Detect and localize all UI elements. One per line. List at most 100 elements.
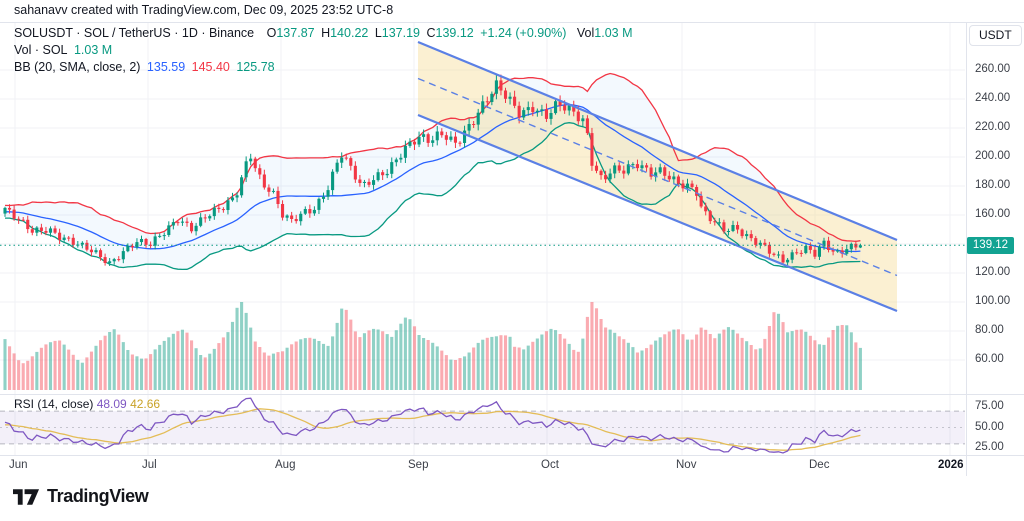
volume-bar xyxy=(58,340,62,390)
volume-bar xyxy=(335,322,339,390)
candle xyxy=(508,96,512,99)
candle xyxy=(167,225,171,235)
volume-label: Vol xyxy=(576,26,595,40)
rsi-line xyxy=(4,397,861,454)
volume-bar xyxy=(726,327,730,390)
volume-bar xyxy=(130,354,134,390)
volume-bar xyxy=(249,327,253,390)
volume-bar xyxy=(604,327,608,390)
candle xyxy=(649,167,653,177)
candle xyxy=(203,217,207,219)
candle xyxy=(858,245,862,248)
candle xyxy=(17,218,21,220)
rsi-value: 48.09 xyxy=(96,397,127,411)
volume-bar xyxy=(176,331,180,390)
volume-bar xyxy=(299,339,303,390)
currency-unit-button[interactable]: USDT xyxy=(969,25,1022,46)
candle xyxy=(176,222,180,224)
candle xyxy=(781,254,785,263)
volume-bar xyxy=(44,344,48,390)
candle xyxy=(776,254,781,256)
candle xyxy=(48,228,53,233)
candle xyxy=(817,246,821,257)
volume-bar xyxy=(485,337,489,390)
volume-bar xyxy=(221,337,225,390)
volume-bar xyxy=(358,337,362,390)
candle xyxy=(685,183,690,189)
time-axis[interactable]: Jun Jul Aug Sep Oct Nov Dec 2026 xyxy=(0,456,966,476)
volume-bar xyxy=(740,337,744,390)
candle xyxy=(840,250,844,254)
volume-bar xyxy=(472,347,476,390)
time-tick-label: Sep xyxy=(408,459,429,471)
volume-legend-row[interactable]: Vol · SOL 1.03 M xyxy=(14,43,115,57)
volume-bar xyxy=(463,356,467,390)
rsi-legend-row[interactable]: RSI (14, close) 48.09 42.66 xyxy=(14,397,160,411)
volume-bar xyxy=(836,325,840,390)
volume-bar xyxy=(613,332,617,390)
volume-bar xyxy=(681,334,685,390)
candle xyxy=(426,134,430,143)
volume-bar xyxy=(585,316,589,390)
candle xyxy=(321,196,326,199)
volume-bar xyxy=(399,323,403,390)
volume-bar xyxy=(153,349,157,390)
candle xyxy=(372,180,376,185)
volume-bar xyxy=(281,351,285,390)
candle xyxy=(422,134,426,137)
candle xyxy=(463,130,467,143)
bb-legend-row[interactable]: BB (20, SMA, close, 2) 135.59 145.40 125… xyxy=(14,60,278,74)
candle xyxy=(317,198,321,210)
candle xyxy=(772,253,776,255)
volume-bar xyxy=(576,351,580,390)
candle xyxy=(362,181,366,183)
candle xyxy=(21,219,25,221)
candle xyxy=(262,174,266,188)
volume-bar xyxy=(685,339,690,390)
price-tick-label: 200.00 xyxy=(975,150,1011,162)
price-tick-label: 260.00 xyxy=(975,63,1011,75)
volume-bar xyxy=(235,307,239,390)
channel-upper-line xyxy=(417,40,898,242)
volume-bar xyxy=(53,340,57,390)
price-tick-label: 160.00 xyxy=(975,208,1011,220)
candle xyxy=(453,136,457,143)
candle xyxy=(522,110,526,118)
volume-bar xyxy=(690,339,694,390)
candle xyxy=(208,216,212,219)
candle xyxy=(795,252,799,254)
tradingview-logo-icon xyxy=(13,488,40,505)
candle xyxy=(749,234,753,239)
volume-bar xyxy=(199,355,203,390)
bb-upper-value: 145.40 xyxy=(191,60,230,74)
volume-bar xyxy=(854,342,858,390)
price-axis[interactable]: 260.00 240.00 220.00 200.00 180.00 160.00 120.… xyxy=(966,0,1024,476)
candle xyxy=(394,159,398,163)
volume-bar xyxy=(658,337,662,390)
candle xyxy=(554,101,558,114)
volume-bar xyxy=(786,332,790,390)
symbol-legend-row[interactable]: SOLUSDT · SOL / TetherUS · 1D · Binance … xyxy=(14,26,636,40)
time-tick-label: Oct xyxy=(541,459,559,471)
candle xyxy=(822,240,826,247)
candle xyxy=(458,142,462,144)
candle xyxy=(849,243,853,250)
volume-bar xyxy=(799,329,803,390)
volume-bar xyxy=(517,347,521,390)
candle xyxy=(699,195,703,207)
candle xyxy=(385,173,389,176)
candle xyxy=(194,225,198,232)
symbol-title: SOLUSDT · SOL / TetherUS · 1D · Binance xyxy=(14,26,255,40)
candle xyxy=(8,207,12,210)
candle xyxy=(267,187,271,192)
candle xyxy=(604,175,608,180)
candle xyxy=(617,165,621,171)
volume-bar xyxy=(476,342,480,390)
candle xyxy=(567,105,571,111)
volume-bar xyxy=(695,334,699,390)
candle xyxy=(217,207,221,209)
tradingview-logo[interactable]: TradingView xyxy=(13,486,149,507)
candle xyxy=(294,219,298,222)
volume-bar xyxy=(831,330,835,390)
